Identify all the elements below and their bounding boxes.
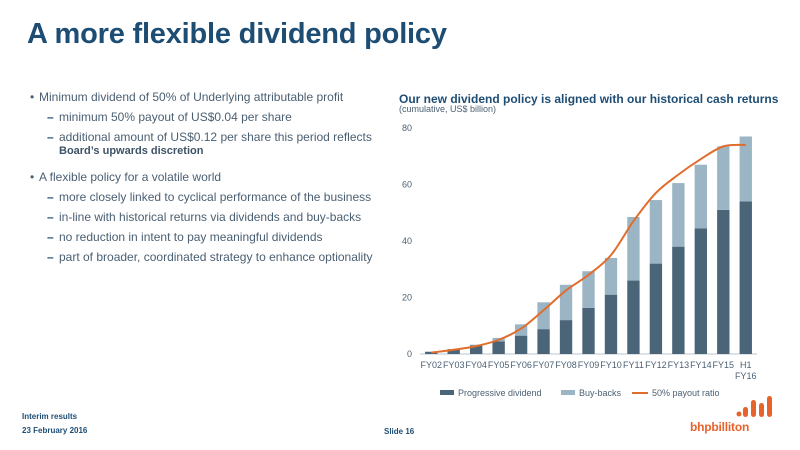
logo-mark-icon xyxy=(736,396,772,417)
y-tick-label: 80 xyxy=(402,123,412,133)
x-tick-label: FY10 xyxy=(600,360,622,370)
footer-date: 23 February 2016 xyxy=(22,426,88,435)
dash-mark: – xyxy=(47,250,54,264)
x-tick-label: FY13 xyxy=(668,360,690,370)
bullet-mark: • xyxy=(30,170,35,184)
dividend-bar xyxy=(672,246,685,354)
company-logo: bhpbilliton xyxy=(690,394,780,434)
x-tick-label: FY14 xyxy=(690,360,712,370)
sub-bullet-text: additional amount of US$0.12 per share t… xyxy=(59,130,372,144)
bullet-text: Minimum dividend of 50% of Underlying at… xyxy=(39,90,344,104)
footer-label: Interim results xyxy=(22,412,78,421)
sub-bullet-text: no reduction in intent to pay meaningful… xyxy=(59,230,323,244)
buyback-bar xyxy=(717,146,730,210)
page-title: A more flexible dividend policy xyxy=(27,18,447,50)
slide-number: Slide 16 xyxy=(384,427,415,436)
dividend-bar xyxy=(425,351,438,354)
x-tick-label: FY09 xyxy=(578,360,600,370)
dash-mark: – xyxy=(47,130,54,144)
dividend-bar xyxy=(447,349,460,354)
sub-bullet-item: – minimum 50% payout of US$0.04 per share xyxy=(27,110,382,124)
dividend-bar xyxy=(627,280,640,354)
sub-bullet-text: part of broader, coordinated strategy to… xyxy=(59,250,373,264)
bullet-text: A flexible policy for a volatile world xyxy=(39,170,222,184)
x-tick-label: FY11 xyxy=(623,360,644,370)
sub-bullet-text: more closely linked to cyclical performa… xyxy=(59,190,372,204)
bullet-list: • Minimum dividend of 50% of Underlying a… xyxy=(27,90,382,270)
x-tick-label: FY03 xyxy=(443,360,465,370)
dividend-bar xyxy=(559,320,573,354)
sub-bullet-item: – more closely linked to cyclical perform… xyxy=(27,190,382,204)
legend-swatch-buyback xyxy=(561,390,575,395)
x-tick-label: FY06 xyxy=(510,360,532,370)
buyback-bar xyxy=(694,164,708,229)
payout-ratio-line xyxy=(431,143,746,354)
legend-label-dividend: Progressive dividend xyxy=(458,388,542,398)
chart-subtitle: (cumulative, US$ billion) xyxy=(399,104,497,114)
dividend-bar xyxy=(469,345,483,354)
dash-mark: – xyxy=(47,230,54,244)
logo-text: bhpbilliton xyxy=(690,420,750,434)
x-tick-label: FY15 xyxy=(713,360,735,370)
legend-swatch-dividend xyxy=(440,390,454,395)
dash-mark: – xyxy=(47,210,54,224)
x-tick-label: H1 FY16 xyxy=(735,360,757,381)
buyback-bar xyxy=(649,200,663,264)
buyback-bar xyxy=(604,257,618,295)
bullet-mark: • xyxy=(30,90,35,104)
buyback-bar xyxy=(537,302,550,330)
buyback-bar xyxy=(514,324,528,336)
sub-bullet-continuation: Board’s upwards discretion xyxy=(59,145,204,157)
sub-bullet-item: – in-line with historical returns via div… xyxy=(27,210,382,224)
dividend-bar xyxy=(537,329,550,354)
y-tick-label: 60 xyxy=(402,180,412,190)
dividend-bar xyxy=(582,307,595,354)
buyback-bar xyxy=(672,183,685,247)
sub-bullet-item: – part of broader, coordinated strategy t… xyxy=(27,250,382,264)
sub-bullet-text: in-line with historical returns via divi… xyxy=(59,210,362,224)
dividend-bar xyxy=(694,228,708,354)
sub-bullet-item: – no reduction in intent to pay meaningfu… xyxy=(27,230,382,244)
legend-label-line: 50% payout ratio xyxy=(652,388,720,398)
bullet-item: • Minimum dividend of 50% of Underlying a… xyxy=(27,90,382,104)
sub-bullet-item: – additional amount of US$0.12 per share … xyxy=(27,130,382,158)
y-tick-label: 0 xyxy=(407,349,412,359)
buyback-bar xyxy=(739,136,752,202)
dividend-bar xyxy=(649,263,663,354)
x-tick-label: FY02 xyxy=(420,360,442,370)
dividend-bar xyxy=(492,341,505,354)
y-tick-label: 20 xyxy=(402,293,412,303)
bullet-item: • A flexible policy for a volatile world xyxy=(27,170,382,184)
dividend-bar xyxy=(739,201,752,354)
chart-title: Our new dividend policy is aligned with … xyxy=(399,92,779,106)
x-tick-label: FY12 xyxy=(645,360,667,370)
legend-label-buyback: Buy-backs xyxy=(579,388,622,398)
buyback-bar xyxy=(582,271,595,308)
y-tick-label: 40 xyxy=(402,236,412,246)
buyback-bar xyxy=(627,216,640,281)
dividend-bar xyxy=(717,209,730,354)
x-tick-label: FY04 xyxy=(465,360,487,370)
dividend-bar xyxy=(514,335,528,354)
x-tick-label: FY05 xyxy=(488,360,510,370)
x-tick-label: FY08 xyxy=(555,360,577,370)
x-tick-label: FY07 xyxy=(533,360,555,370)
dash-mark: – xyxy=(47,190,54,204)
sub-bullet-text: minimum 50% payout of US$0.04 per share xyxy=(59,110,292,124)
dash-mark: – xyxy=(47,110,54,124)
dividend-bar xyxy=(604,294,618,354)
